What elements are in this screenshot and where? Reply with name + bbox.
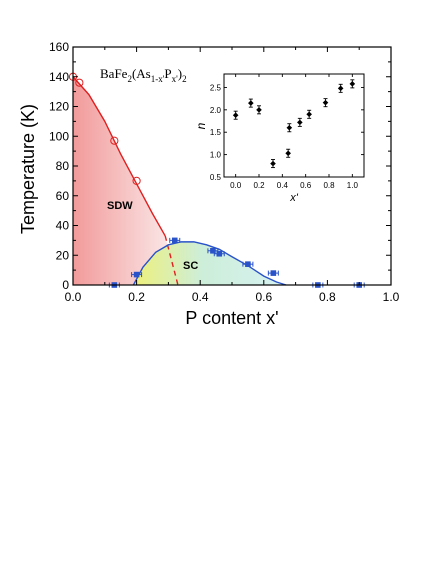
- y-tick-label: 60: [56, 189, 70, 203]
- sdw-boundary-line: [72, 76, 166, 237]
- phase-boundary-lines: [72, 76, 287, 286]
- inset-x-tick-label: 0.0: [230, 181, 242, 190]
- n-data-point: [232, 112, 239, 118]
- tc-data-point: [133, 271, 140, 278]
- inset-plot-frame: [223, 73, 365, 178]
- tc-data-point: [270, 270, 277, 276]
- inset-y-tick-label: 1.0: [210, 151, 222, 160]
- inset-x-axis-label: x': [289, 192, 299, 204]
- sdw-data-point: [75, 78, 84, 87]
- phase-region-fills: [73, 76, 287, 285]
- tc-data-point: [210, 247, 216, 254]
- inset-x-tick-label: 0.6: [300, 181, 312, 190]
- main-x-axis-label: P content x': [185, 308, 278, 328]
- inset-y-tick-label: 2.0: [210, 106, 222, 115]
- x-tick-label: 0.0: [65, 290, 82, 304]
- inset-x-tick-label: 0.4: [277, 181, 289, 190]
- inset-background: [224, 74, 364, 177]
- y-tick-label: 80: [56, 159, 70, 173]
- sdw-region-label: SDW: [107, 200, 133, 212]
- sc-region-label: SC: [183, 260, 198, 272]
- y-tick-label: 160: [49, 40, 69, 54]
- inset-axis-ticks: 0.0 0.2 0.4 0.6 0.8 1.0 0.5 1.0 1.5 2.0 2.5: [210, 74, 364, 190]
- sdw-data-point: [132, 176, 141, 185]
- n-data-point: [349, 81, 356, 87]
- n-data-point: [306, 111, 312, 118]
- compound-label: BaFe2(As1-x'Px')2: [100, 66, 187, 84]
- tc-data-point: [171, 237, 178, 244]
- inset-x-tick-label: 1.0: [347, 181, 359, 190]
- sc-dome-line: [132, 241, 287, 286]
- n-data-point: [337, 85, 344, 92]
- n-data-point: [286, 124, 293, 131]
- inset-x-tick-label: 0.2: [253, 181, 265, 190]
- tc-data-point: [245, 261, 251, 267]
- y-tick-label: 120: [49, 100, 69, 114]
- sdw-region-fill: [73, 76, 178, 285]
- y-tick-label: 140: [49, 70, 69, 84]
- y-tick-label: 0: [62, 278, 69, 292]
- y-tick-label: 40: [56, 219, 70, 233]
- inset-x-tick-label: 0.8: [323, 181, 335, 190]
- x-tick-label: 0.6: [255, 290, 272, 304]
- x-tick-label: 1.0: [383, 290, 400, 304]
- n-data-point: [285, 150, 291, 157]
- n-data-point: [248, 100, 254, 106]
- sc-region-fill: [133, 241, 287, 285]
- main-axis-ticks: 0.0 0.2 0.4 0.6 0.8 1.0 0 20 40 60 80 100 120 140 160: [49, 40, 400, 304]
- main-y-axis-label: Temperature (K): [18, 104, 38, 234]
- main-chart: 0.0 0.2 0.4 0.6 0.8 1.0020406080100120140160 …: [18, 40, 400, 328]
- inset-y-tick-label: 1.5: [210, 128, 222, 137]
- y-tick-label: 20: [56, 248, 70, 262]
- tc-data-point: [216, 250, 223, 257]
- inset-chart: 0.0 0.2 0.4 0.6 0.8 1.0 0.5 1.0 1.5 2.0 2.5 x' n: [194, 73, 365, 204]
- inset-y-tick-label: 2.5: [210, 83, 222, 92]
- y-tick-label: 100: [49, 129, 69, 143]
- inset-y-axis-label: n: [194, 122, 208, 129]
- n-data-point: [322, 99, 329, 106]
- inset-data-marks: [232, 79, 356, 169]
- n-data-point: [256, 107, 262, 113]
- n-data-point: [297, 119, 303, 126]
- n-data-point: [270, 160, 276, 167]
- x-tick-label: 0.8: [319, 290, 336, 304]
- sdw-data-point: [110, 136, 119, 145]
- inset-y-tick-label: 0.5: [210, 173, 222, 182]
- x-tick-label: 0.4: [192, 290, 209, 304]
- x-tick-label: 0.2: [128, 290, 145, 304]
